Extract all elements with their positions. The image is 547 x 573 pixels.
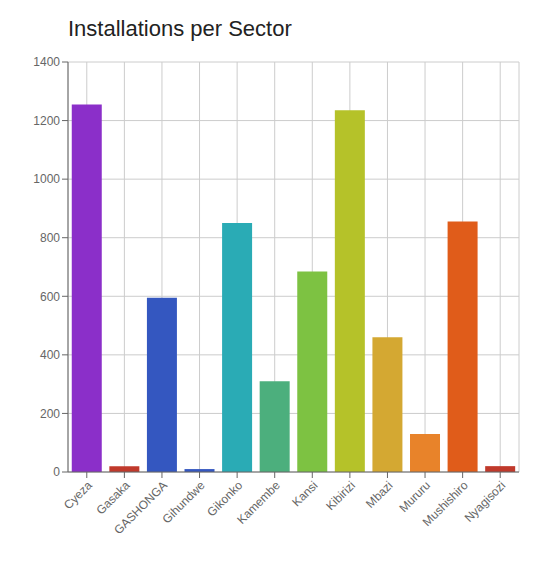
svg-text:1200: 1200 <box>33 114 60 128</box>
svg-text:1400: 1400 <box>33 55 60 69</box>
svg-text:400: 400 <box>40 348 60 362</box>
svg-text:800: 800 <box>40 231 60 245</box>
svg-text:Mururu: Mururu <box>396 478 433 515</box>
svg-text:Cyeza: Cyeza <box>61 478 95 512</box>
svg-text:Gihundwe: Gihundwe <box>160 478 208 526</box>
svg-text:Mbazi: Mbazi <box>363 478 396 511</box>
svg-text:Nyagisozi: Nyagisozi <box>462 478 509 525</box>
svg-text:0: 0 <box>53 465 60 479</box>
svg-text:Kamembe: Kamembe <box>234 478 283 527</box>
svg-text:Mushishiro: Mushishiro <box>420 478 471 529</box>
svg-text:Gasaka: Gasaka <box>93 478 133 518</box>
svg-text:Kibirizi: Kibirizi <box>323 478 358 513</box>
html-text:Installations per Sector: Installations per Sector <box>68 16 292 41</box>
svg-text:600: 600 <box>40 290 60 304</box>
svg-text:1000: 1000 <box>33 172 60 186</box>
svg-text:Gikonko: Gikonko <box>204 478 246 520</box>
svg-text:GASHONGA: GASHONGA <box>111 478 170 537</box>
svg-text:Kansi: Kansi <box>289 478 320 509</box>
svg-text:200: 200 <box>40 407 60 421</box>
